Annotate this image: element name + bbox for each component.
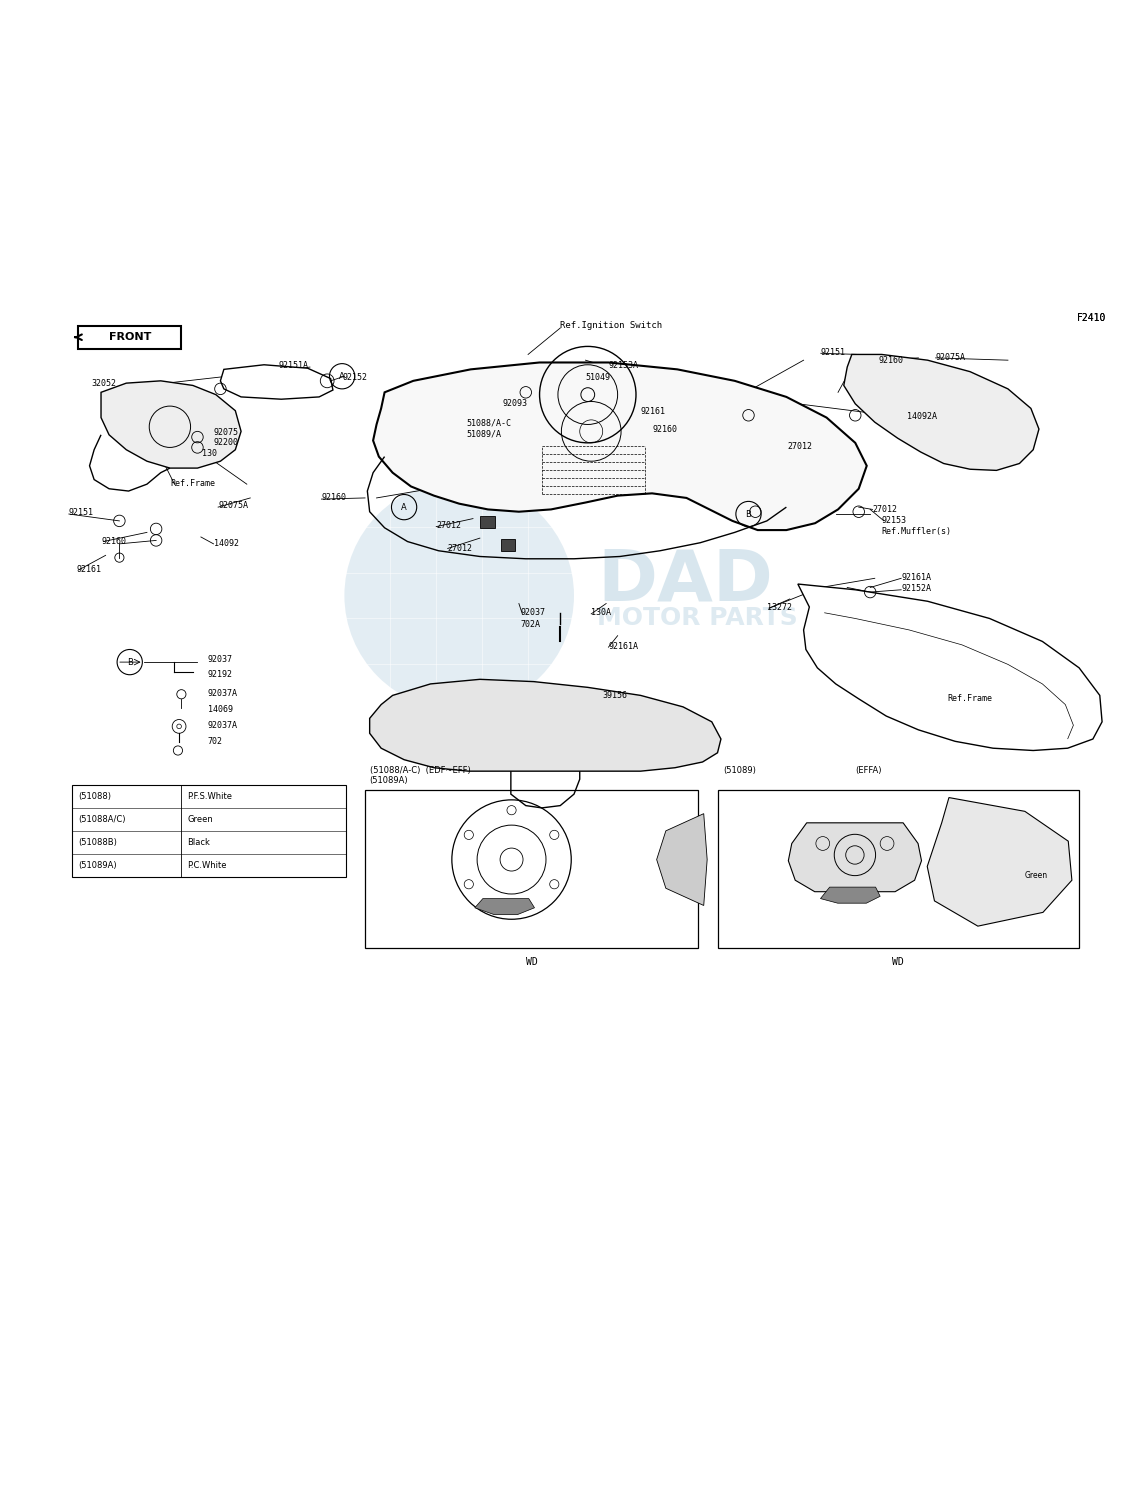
Text: (51089): (51089) <box>723 766 757 775</box>
Circle shape <box>344 480 574 710</box>
Text: 92075: 92075 <box>214 428 239 437</box>
Text: Ref.Frame: Ref.Frame <box>170 479 215 488</box>
Text: 92160: 92160 <box>321 494 347 503</box>
Text: 39156: 39156 <box>603 690 628 699</box>
Text: 92161: 92161 <box>641 407 666 416</box>
Text: Green: Green <box>1025 871 1048 880</box>
Polygon shape <box>101 381 241 468</box>
Text: 130A: 130A <box>591 608 611 617</box>
Text: 51089/A: 51089/A <box>466 429 501 438</box>
Text: 130: 130 <box>202 449 217 458</box>
Text: 92161A: 92161A <box>608 641 638 650</box>
Text: (51088A/C): (51088A/C) <box>78 815 125 824</box>
Text: 51049: 51049 <box>585 372 611 381</box>
Text: 92037: 92037 <box>520 608 545 617</box>
Text: 14092: 14092 <box>214 539 239 548</box>
Text: 92151A: 92151A <box>279 362 309 371</box>
Text: WD: WD <box>892 958 905 967</box>
Text: P.C.White: P.C.White <box>187 860 226 869</box>
Text: 702: 702 <box>208 737 223 746</box>
Polygon shape <box>370 680 721 772</box>
Text: 92037A: 92037A <box>208 720 238 729</box>
Text: (51089A): (51089A) <box>78 860 117 869</box>
Text: 92152: 92152 <box>342 372 367 381</box>
Text: (51088B): (51088B) <box>78 838 117 847</box>
Text: 92160: 92160 <box>652 425 677 434</box>
Polygon shape <box>220 365 333 399</box>
Text: 92153: 92153 <box>882 516 907 525</box>
FancyBboxPatch shape <box>78 326 181 348</box>
Bar <box>72 785 346 877</box>
Text: (51089A): (51089A) <box>370 776 409 785</box>
Text: 27012: 27012 <box>436 521 461 530</box>
Polygon shape <box>373 362 867 530</box>
Text: MOTOR PARTS: MOTOR PARTS <box>597 606 798 630</box>
Bar <box>718 790 1079 949</box>
Text: 92075A: 92075A <box>218 501 248 510</box>
Text: A: A <box>339 372 346 381</box>
Text: 92153A: 92153A <box>608 362 638 371</box>
Text: DAD: DAD <box>597 546 773 615</box>
Text: P.F.S.White: P.F.S.White <box>187 793 232 802</box>
Text: B: B <box>126 657 133 666</box>
Text: FRONT: FRONT <box>109 332 150 342</box>
Text: 92151: 92151 <box>821 348 846 357</box>
Text: 92161A: 92161A <box>901 573 931 582</box>
Text: F2410: F2410 <box>1077 312 1107 323</box>
Text: 27012: 27012 <box>788 441 813 450</box>
Polygon shape <box>657 814 707 905</box>
Text: 92037: 92037 <box>208 656 233 665</box>
Bar <box>480 516 495 528</box>
Text: 92093: 92093 <box>503 399 528 408</box>
Text: WD: WD <box>526 958 537 967</box>
Text: 702A: 702A <box>520 620 540 629</box>
Polygon shape <box>798 584 1102 750</box>
Polygon shape <box>821 887 881 904</box>
Text: 92037A: 92037A <box>208 689 238 698</box>
Bar <box>365 790 698 949</box>
Text: Green: Green <box>187 815 212 824</box>
Bar <box>501 539 515 551</box>
Text: B: B <box>745 509 752 518</box>
Text: (EFFA): (EFFA) <box>855 766 882 775</box>
Text: 92160: 92160 <box>101 537 126 546</box>
Text: F2410: F2410 <box>1077 312 1107 323</box>
Text: (51088): (51088) <box>78 793 111 802</box>
Text: Ref.Frame: Ref.Frame <box>947 695 992 704</box>
Text: 32052: 32052 <box>92 378 117 387</box>
Polygon shape <box>475 899 535 914</box>
Polygon shape <box>789 823 922 892</box>
Text: 92192: 92192 <box>208 671 233 680</box>
Text: A: A <box>401 503 408 512</box>
Polygon shape <box>844 354 1039 470</box>
Text: 27012: 27012 <box>448 543 473 552</box>
Text: 92152A: 92152A <box>901 584 931 593</box>
Text: 92075A: 92075A <box>936 353 965 362</box>
Text: 92200: 92200 <box>214 438 239 447</box>
Text: 14092A: 14092A <box>907 411 937 420</box>
Text: Black: Black <box>187 838 210 847</box>
Text: 92160: 92160 <box>878 356 903 365</box>
Text: 13272: 13272 <box>767 602 792 611</box>
Text: (51088/A-C)  (EDF~EFF): (51088/A-C) (EDF~EFF) <box>370 766 471 775</box>
Text: Ref.Ignition Switch: Ref.Ignition Switch <box>560 321 662 330</box>
Text: 92161: 92161 <box>77 564 102 573</box>
Text: 14069: 14069 <box>208 704 233 713</box>
Text: Ref.Muffler(s): Ref.Muffler(s) <box>882 527 952 536</box>
Text: 27012: 27012 <box>872 504 898 513</box>
Polygon shape <box>928 797 1072 926</box>
Text: 51088/A-C: 51088/A-C <box>466 419 511 428</box>
Text: 92151: 92151 <box>69 509 94 518</box>
